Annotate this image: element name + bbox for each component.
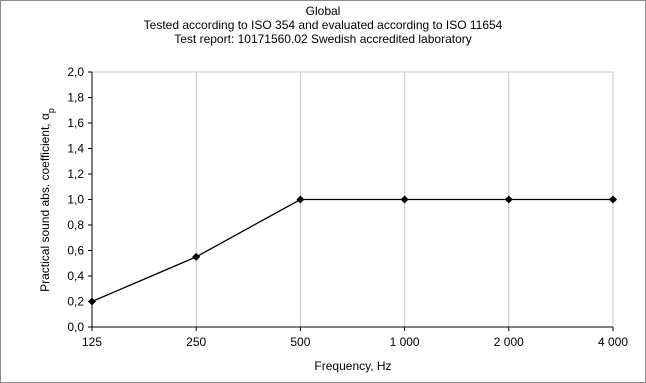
series-line: [91, 198, 613, 303]
y-axis-title: Practical sound abs. coefficient, αp: [38, 108, 56, 292]
x-axis-title: Frequency, Hz: [314, 359, 391, 373]
y-tick-label: 1,0: [67, 193, 84, 207]
x-tick-label: 250: [186, 335, 206, 349]
y-axis-title-main: Practical sound abs. coefficient, α: [38, 113, 52, 292]
series-layer: [88, 195, 617, 306]
y-tick-label: 1,8: [67, 91, 84, 105]
y-tick-label: 1,2: [67, 167, 84, 181]
y-tick-labels: 0,0 0,2 0,4 0,6 0,8 1,0 1,2 1,4 1,6 1,8 2,0: [67, 65, 84, 334]
x-tick-label: 125: [82, 335, 102, 349]
y-axis-title-subscript: p: [46, 108, 56, 113]
data-point-marker: [192, 252, 201, 261]
data-point-marker: [400, 195, 409, 204]
axes: [88, 71, 614, 331]
y-tick-label: 0,4: [67, 269, 84, 283]
y-tick-label: 0,0: [67, 320, 84, 334]
data-point-marker: [296, 195, 305, 204]
chart-title: Global: [305, 4, 341, 18]
y-tick-label: 1,6: [67, 116, 84, 130]
data-point-marker: [504, 195, 513, 204]
y-tick-label: 1,4: [67, 142, 84, 156]
x-tick-label: 4 000: [598, 335, 628, 349]
chart-subtitle-2: Test report: 10171560.02 Swedish accredi…: [174, 32, 472, 46]
chart-titles: Global Tested according to ISO 354 and e…: [0, 4, 646, 46]
data-point-marker: [88, 297, 96, 306]
x-tick-label: 2 000: [494, 335, 524, 349]
y-tick-label: 0,2: [67, 295, 84, 309]
x-tick-label: 1 000: [390, 335, 420, 349]
chart-subtitle-1: Tested according to ISO 354 and evaluate…: [143, 18, 503, 32]
y-tick-label: 0,6: [67, 244, 84, 258]
x-tick-label: 500: [290, 335, 310, 349]
x-tick-labels: 125 250 500 1 000 2 000 4 000: [82, 335, 628, 349]
y-tick-label: 2,0: [67, 65, 84, 79]
y-tick-label: 0,8: [67, 218, 84, 232]
data-point-marker: [609, 195, 617, 204]
